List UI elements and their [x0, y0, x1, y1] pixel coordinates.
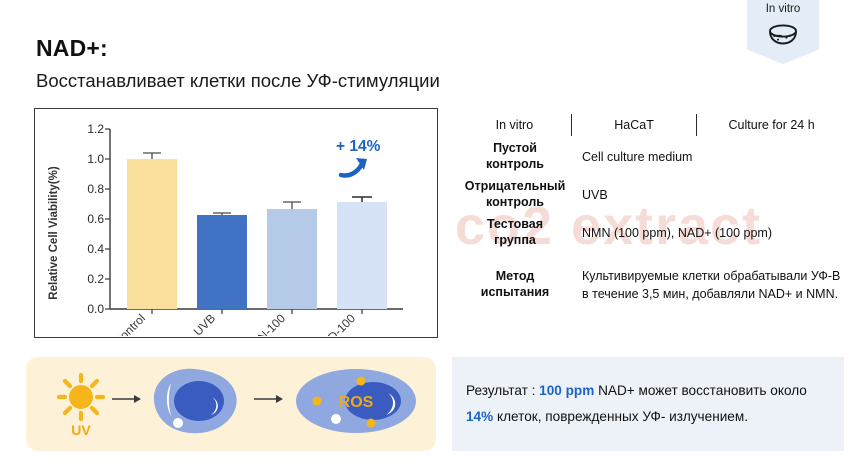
- row-value-test-method: Культивируемые клетки обрабатывали УФ-В …: [582, 268, 841, 301]
- row-value-negative-control: UVB: [582, 187, 608, 202]
- result-mid-2: клеток, поврежденных УФ- излучением.: [493, 409, 748, 424]
- result-prefix: Результат :: [466, 382, 540, 398]
- bar-chart: Relative Cell Viability(%) 1.2 1.0 0.8 0…: [48, 122, 403, 336]
- page-subtitle: Восстанавливает клетки после УФ-стимуляц…: [36, 70, 440, 91]
- result-accent-ppm: 100 ppm: [539, 382, 595, 398]
- y-axis-label: Relative Cell Viability(%): [48, 166, 60, 300]
- increase-annotation-label: + 14%: [336, 138, 381, 155]
- row-label-test-method: Метод испытания: [462, 269, 570, 300]
- table-row: Отрицательный контроль UVB: [462, 176, 842, 214]
- row-label-line: Тестовая: [486, 217, 544, 232]
- row-label-line: Метод: [495, 269, 535, 284]
- page-title: NAD+:: [36, 35, 108, 61]
- uv-label: UV: [71, 422, 91, 438]
- table-header-row: In vitro HaCaT Culture for 24 h: [462, 112, 842, 138]
- in-vitro-badge: In vitro: [747, 0, 819, 64]
- y-axis-ticks: 1.2 1.0 0.8 0.6 0.4 0.2 0.0: [87, 122, 104, 316]
- bar-nad-100: [337, 202, 387, 309]
- table-row: Метод испытания Культивируемые клетки об…: [462, 252, 842, 318]
- badge-shield-shape: [747, 0, 819, 64]
- cell-nucleus: [345, 382, 401, 420]
- x-tick-label: NMN-100: [242, 311, 288, 336]
- badge-label: In vitro: [765, 3, 801, 15]
- y-tick-marks: [105, 128, 110, 310]
- ros-label: ROS: [339, 394, 374, 411]
- row-label-line: контроль: [486, 195, 544, 209]
- bar-control: [127, 159, 177, 309]
- ros-particles: [312, 376, 376, 428]
- curved-up-arrow-icon: [338, 158, 367, 178]
- y-tick-label: 1.0: [87, 152, 104, 166]
- row-label-line: Отрицательный: [464, 179, 566, 194]
- y-tick-label: 0.8: [87, 182, 104, 196]
- row-value-test-group: NMN (100 ppm), NAD+ (100 ppm): [582, 225, 772, 240]
- table-header-cell: Culture for 24 h: [728, 118, 815, 132]
- y-tick-label: 0.2: [87, 272, 104, 286]
- x-tick-marks: [151, 309, 363, 314]
- x-axis-ticks: Control UVB NMN-100 NAD-100: [111, 311, 358, 336]
- result-callout-box: Результат : 100 ppm NAD+ может восстанов…: [452, 357, 844, 451]
- bar-chart-panel: Relative Cell Viability(%) 1.2 1.0 0.8 0…: [34, 108, 438, 338]
- sun-icon: UV: [56, 372, 106, 438]
- result-text: Результат : 100 ppm NAD+ может восстанов…: [452, 378, 844, 431]
- watermark: co2 extract: [455, 196, 763, 256]
- x-tick-label: NAD-100: [313, 311, 358, 336]
- row-value-blank-control: Cell culture medium: [582, 149, 693, 164]
- healthy-cell-illustration: [153, 368, 237, 434]
- experiment-spec-table: In vitro HaCaT Culture for 24 h Пустой к…: [462, 112, 842, 318]
- row-label-test-group: Тестовая группа: [462, 217, 570, 248]
- cell-nucleus: [174, 381, 224, 421]
- errorbar-nmn-100: [283, 201, 301, 209]
- x-tick-label: Control: [111, 311, 148, 336]
- row-label-line: испытания: [480, 285, 550, 299]
- row-label-line: контроль: [486, 157, 544, 171]
- result-accent-percent: 14%: [466, 409, 494, 424]
- row-label-blank-control: Пустой контроль: [462, 141, 570, 172]
- errorbar-uvb: [213, 212, 231, 215]
- row-label-negative-control: Отрицательный контроль: [462, 179, 570, 210]
- bar-uvb: [197, 215, 247, 309]
- header-divider: [696, 114, 698, 136]
- y-tick-label: 0.4: [87, 242, 104, 256]
- errorbar-nad-100: [352, 196, 372, 202]
- arrow-right-icon-2: [254, 395, 283, 403]
- result-mid-1: NAD+ может восстановить около: [594, 382, 807, 398]
- damaged-cell-illustration: ROS: [296, 369, 416, 433]
- uv-damage-illustration: UV: [26, 357, 436, 451]
- table-header-cell: HaCaT: [614, 118, 654, 132]
- x-tick-label: UVB: [191, 311, 218, 336]
- y-tick-label: 0.6: [87, 212, 104, 226]
- bar-nmn-100: [267, 209, 317, 309]
- table-row: Пустой контроль Cell culture medium: [462, 138, 842, 176]
- errorbar-control: [143, 152, 161, 159]
- header-divider: [570, 114, 572, 136]
- table-header-cell: In vitro: [495, 118, 534, 132]
- y-tick-label: 0.0: [87, 302, 104, 316]
- row-label-line: группа: [494, 233, 536, 247]
- table-row: Тестовая группа NMN (100 ppm), NAD+ (100…: [462, 214, 842, 252]
- petri-dish-icon: [768, 24, 798, 51]
- y-tick-label: 1.2: [87, 122, 104, 136]
- arrow-right-icon-1: [112, 395, 141, 403]
- row-label-line: Пустой: [493, 141, 537, 156]
